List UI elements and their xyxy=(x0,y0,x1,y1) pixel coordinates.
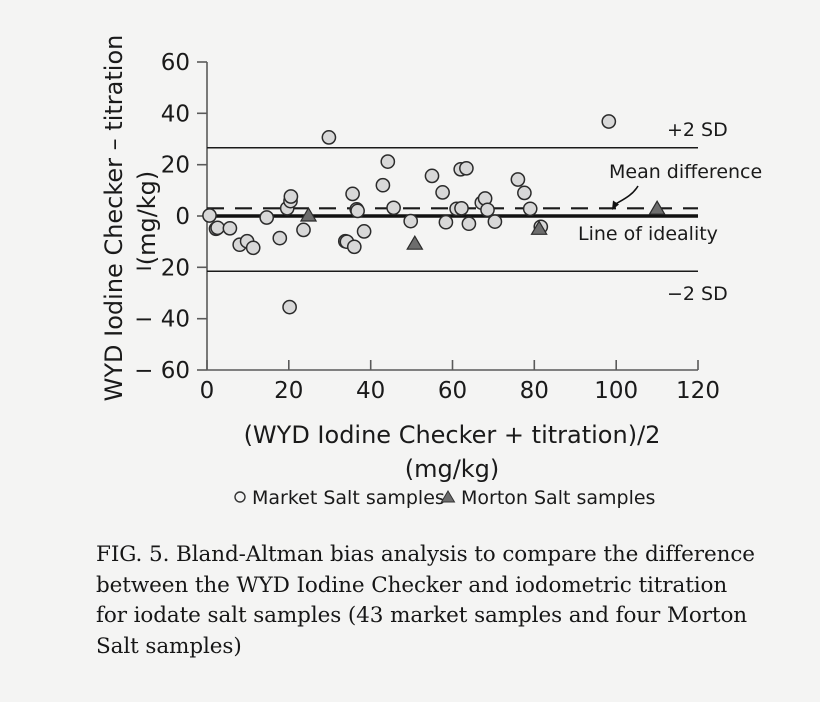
x-tick-label: 100 xyxy=(594,378,638,404)
legend-label-morton: Morton Salt samples xyxy=(461,487,655,509)
data-point xyxy=(282,299,297,315)
annotation-label: Line of ideality xyxy=(578,223,718,245)
y-tick-label: 20 xyxy=(161,153,190,179)
annotation-minus-2sd: −2 SD xyxy=(667,283,728,305)
x-axis-title-line1: (WYD Iodine Checker + titration)/2 xyxy=(244,421,661,449)
x-tick-label: 80 xyxy=(520,378,549,404)
data-point xyxy=(283,189,299,204)
data-point xyxy=(245,240,261,256)
x-tick-labels: 0 20 40 60 80 100 120 xyxy=(200,378,720,404)
data-point xyxy=(530,220,548,235)
data-point xyxy=(210,220,225,236)
data-point xyxy=(321,130,337,145)
bland-altman-scatter-chart: 60 40 20 0 − 20 − 40 − 60 0 20 40 60 80 … xyxy=(100,35,762,509)
y-tick-label: 60 xyxy=(161,50,190,76)
y-tick-label: − 40 xyxy=(134,307,190,333)
arrow-head-icon xyxy=(612,200,619,210)
y-axis-title-line2: (mg/kg) xyxy=(133,171,161,266)
data-point xyxy=(480,202,495,218)
annotation-plus-2sd: +2 SD xyxy=(667,119,728,141)
data-point xyxy=(454,200,469,216)
x-tick-label: 20 xyxy=(274,378,303,404)
circle-marker-icon xyxy=(234,491,246,503)
data-point xyxy=(601,114,617,129)
data-point xyxy=(202,208,217,223)
data-point xyxy=(299,206,318,222)
data-point xyxy=(522,201,538,217)
data-point xyxy=(648,200,666,215)
y-tick-label: 40 xyxy=(161,101,190,127)
data-point xyxy=(459,160,474,176)
y-axis-title: WYD Iodine Checker – titration (mg/kg) xyxy=(100,35,161,402)
data-point xyxy=(356,224,372,239)
annotation-mean-difference: Mean difference xyxy=(609,161,762,210)
y-tick-label: − 60 xyxy=(134,358,190,384)
data-point xyxy=(380,154,396,169)
reference-lines xyxy=(207,147,698,272)
chart-legend: Market Salt samples Morton Salt samples xyxy=(234,487,655,509)
data-point xyxy=(403,213,419,229)
annotation-label: +2 SD xyxy=(667,119,728,141)
x-tick-label: 0 xyxy=(200,378,215,404)
x-axis xyxy=(206,360,699,371)
annotation-label: −2 SD xyxy=(667,283,728,305)
x-axis-title-line2: (mg/kg) xyxy=(405,455,500,483)
data-point xyxy=(222,220,238,236)
data-point xyxy=(350,203,365,219)
y-axis-title-line1: WYD Iodine Checker – titration xyxy=(100,35,128,402)
data-point xyxy=(386,200,401,216)
y-tick-labels: 60 40 20 0 − 20 − 40 − 60 xyxy=(134,50,190,384)
data-point xyxy=(375,177,391,193)
triangle-marker-icon xyxy=(440,490,456,503)
annotation-line-of-ideality: Line of ideality xyxy=(578,223,718,245)
data-point xyxy=(346,239,362,255)
annotation-label: Mean difference xyxy=(609,161,762,183)
legend-label-market: Market Salt samples xyxy=(252,487,445,509)
figure-caption: FIG. 5. Bland-Altman bias analysis to co… xyxy=(96,542,755,659)
data-point xyxy=(487,214,503,229)
data-point xyxy=(272,230,288,246)
data-point xyxy=(424,168,440,184)
series-morton-salt-samples xyxy=(299,200,666,250)
data-point xyxy=(438,214,454,230)
data-point xyxy=(296,222,311,238)
data-point xyxy=(510,172,526,187)
data-point xyxy=(461,216,477,232)
y-tick-label: 0 xyxy=(175,204,190,230)
data-point xyxy=(345,186,360,202)
data-point xyxy=(517,185,532,201)
x-axis-title: (WYD Iodine Checker + titration)/2 (mg/k… xyxy=(244,421,661,483)
x-tick-label: 40 xyxy=(356,378,385,404)
data-point xyxy=(406,235,424,250)
data-point xyxy=(435,185,450,200)
data-point xyxy=(259,210,275,225)
series-market-salt-samples xyxy=(202,114,617,315)
y-tick-label: − 20 xyxy=(134,255,190,281)
x-tick-label: 120 xyxy=(676,378,720,404)
x-tick-label: 60 xyxy=(438,378,467,404)
